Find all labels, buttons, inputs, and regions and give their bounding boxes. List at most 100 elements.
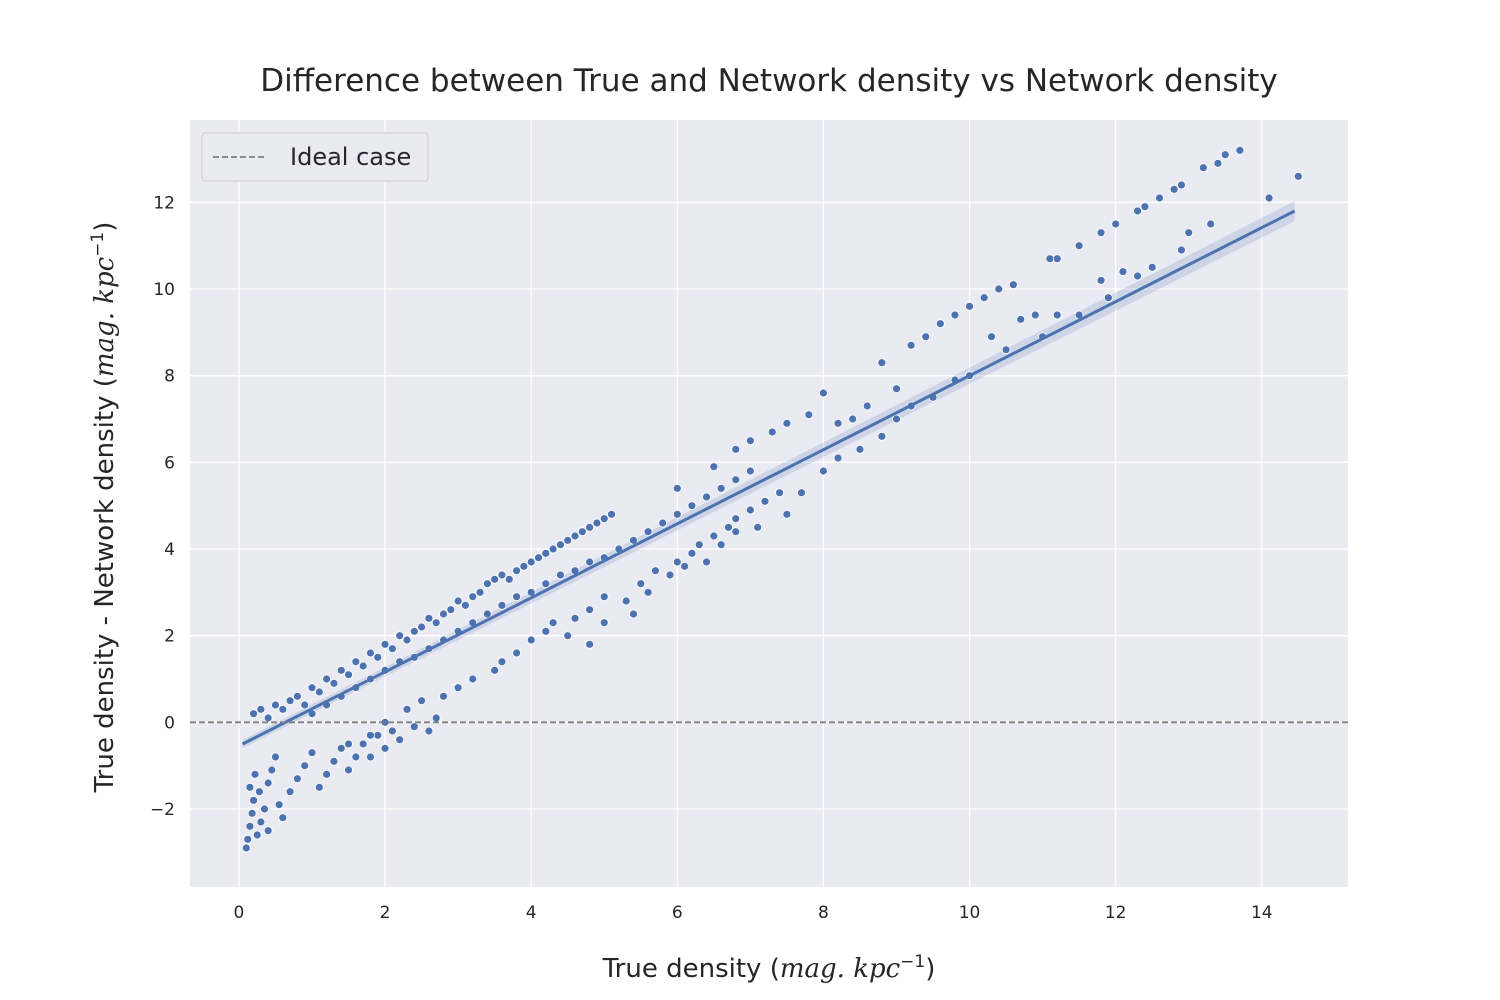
scatter-point: [877, 431, 887, 441]
scatter-point: [1198, 163, 1208, 173]
scatter-point: [643, 527, 653, 537]
scatter-point: [833, 418, 843, 428]
legend-ideal-label: Ideal case: [290, 143, 411, 171]
scatter-point: [1096, 275, 1106, 285]
scatter-point: [249, 709, 258, 719]
scatter-point: [1235, 145, 1245, 155]
scatter-point: [767, 427, 777, 437]
scatter-point: [453, 683, 463, 693]
scatter-point: [592, 518, 602, 528]
plot-area: [190, 120, 1348, 887]
scatter-point: [570, 613, 580, 623]
scatter-point: [271, 700, 280, 710]
scatter-point: [373, 652, 383, 662]
scatter-point: [782, 509, 792, 519]
scatter-point: [819, 388, 828, 398]
scatter-point: [322, 769, 332, 779]
scatter-point: [987, 332, 996, 342]
scatter-point: [431, 618, 441, 628]
scatter-point: [366, 752, 375, 762]
scatter-point: [1074, 241, 1084, 251]
scatter-point: [336, 665, 346, 675]
scatter-point: [636, 579, 646, 589]
scatter-point: [745, 505, 755, 515]
scatter-point: [402, 704, 412, 714]
scatter-point: [731, 527, 741, 537]
y-tick-label: 0: [164, 713, 175, 733]
scatter-point: [731, 444, 741, 454]
scatter-point: [307, 683, 317, 693]
scatter-point: [1016, 314, 1026, 324]
scatter-point: [563, 535, 573, 545]
scatter-point: [497, 600, 507, 610]
scatter-point: [278, 704, 288, 714]
scatter-point: [534, 553, 543, 563]
scatter-point: [263, 826, 273, 836]
scatter-point: [892, 384, 901, 394]
scatter-point: [687, 548, 697, 558]
tick-labels: 0 2 4 6 8 10 12 14 −2 0 2 4 6 8 10 12: [150, 193, 1273, 923]
scatter-point: [563, 631, 573, 641]
x-tick-label: 0: [234, 903, 245, 923]
y-axis-label-sup: −1: [88, 232, 108, 257]
scatter-point: [577, 527, 587, 537]
x-tick-label: 12: [1105, 903, 1127, 923]
scatter-point: [643, 587, 653, 597]
scatter-point: [1030, 310, 1040, 320]
scatter-point: [607, 509, 616, 519]
scatter-point: [797, 488, 806, 498]
scatter-point: [599, 514, 609, 524]
scatter-point: [1213, 158, 1223, 168]
scatter-point: [1220, 150, 1230, 160]
scatter-point: [271, 752, 280, 762]
scatter-point: [417, 622, 427, 632]
y-axis-label-unit: mag. kpc: [90, 256, 120, 377]
scatter-point: [621, 596, 631, 606]
scatter-point: [782, 418, 792, 428]
scatter-point: [482, 609, 492, 619]
scatter-point: [395, 631, 405, 641]
scatter-point: [475, 587, 485, 597]
scatter-point: [300, 761, 310, 771]
scatter-point: [855, 444, 865, 454]
scatter-point: [504, 574, 514, 584]
scatter-point: [490, 665, 500, 675]
grid: [190, 120, 1348, 887]
scatter-point: [709, 462, 719, 472]
y-axis-label-text: True density - Network density: [90, 387, 120, 793]
scatter-point: [709, 531, 719, 541]
scatter-point: [314, 687, 324, 697]
scatter-point: [344, 765, 353, 775]
scatter-point: [267, 765, 277, 775]
legend: Ideal case: [201, 132, 429, 182]
scatter-point: [292, 774, 302, 784]
x-axis-label-open: (: [770, 954, 780, 984]
scatter-point: [336, 743, 346, 753]
scatter-point: [599, 592, 609, 602]
scatter-point: [245, 821, 255, 831]
scatter-point: [716, 483, 726, 493]
scatter-point: [274, 800, 284, 810]
scatter-point: [556, 540, 565, 550]
scatter-point: [255, 787, 264, 797]
scatter-point: [672, 509, 682, 519]
scatter-point: [243, 834, 253, 844]
x-axis-label: True density (mag. kpc−1): [602, 952, 936, 984]
scatter-point: [292, 691, 302, 701]
scatter-point: [760, 496, 770, 506]
scatter-point: [512, 592, 521, 602]
scatter-point: [424, 726, 434, 736]
scatter-point: [285, 787, 295, 797]
scatter-point: [322, 674, 332, 684]
scatter-point: [250, 769, 260, 779]
x-axis-label-text: True density: [602, 954, 770, 984]
scatter-point: [1118, 267, 1128, 277]
y-tick-label: 4: [164, 540, 175, 560]
scatter-point: [921, 332, 931, 342]
scatter-point: [468, 592, 478, 602]
scatter-point: [1264, 193, 1274, 203]
scatter-point: [935, 319, 945, 329]
scatter-point: [468, 674, 478, 684]
scatter-point: [329, 678, 339, 688]
scatter-point: [585, 605, 595, 615]
